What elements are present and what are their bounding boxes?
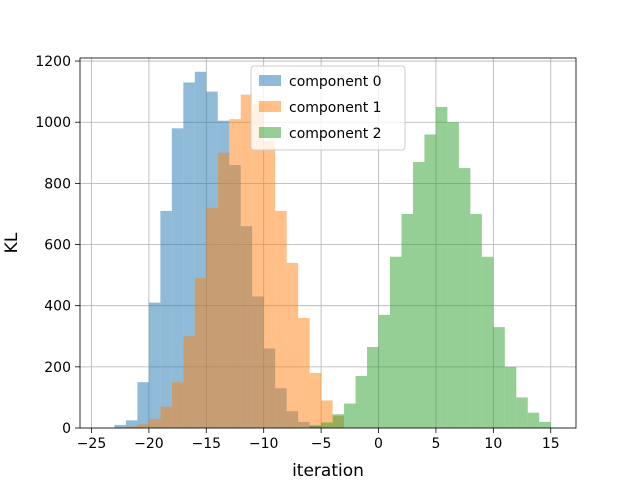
- histogram-bar: [309, 372, 322, 428]
- histogram-bar: [504, 366, 517, 428]
- histogram-bar: [286, 262, 299, 428]
- y-tick-label: 1000: [35, 115, 71, 131]
- histogram-bar: [458, 168, 471, 428]
- histogram-bar: [229, 119, 241, 428]
- histogram-bar: [194, 71, 207, 429]
- histogram-bar: [263, 140, 276, 428]
- histogram-bar: [171, 128, 184, 429]
- histogram-bar: [217, 152, 230, 428]
- x-tick-label: −20: [134, 436, 164, 452]
- histogram-bar: [137, 424, 149, 428]
- histogram-bar: [493, 327, 505, 428]
- legend-box: [250, 65, 406, 151]
- y-tick-label: 800: [44, 176, 71, 192]
- y-tick-label: 400: [44, 299, 71, 315]
- x-tick-label: −10: [249, 436, 279, 452]
- histogram-bar: [206, 207, 218, 428]
- histogram-bar: [378, 314, 390, 428]
- histogram-bar: [516, 397, 528, 428]
- histogram-bars: [114, 71, 551, 429]
- histogram-bar: [160, 406, 172, 428]
- histogram-bar: [240, 94, 253, 428]
- plot-frame: [79, 57, 577, 429]
- histogram-bar: [275, 210, 287, 428]
- histogram-bar: [447, 122, 459, 428]
- axis-ticks: −25 −20 −15 −10 −5 0 5 10 15 0 200 400 600 800 1000 120…: [35, 54, 559, 452]
- y-tick-label: 200: [44, 360, 71, 376]
- histogram-bar: [401, 213, 413, 428]
- y-axis-title: KL: [2, 232, 22, 253]
- histogram-bar: [412, 161, 425, 428]
- histogram-bar: [367, 346, 379, 428]
- legend-swatch: [259, 101, 281, 112]
- histogram-bar: [183, 82, 195, 429]
- histogram-bar: [527, 412, 540, 428]
- y-tick-label: 600: [44, 238, 71, 254]
- histogram-bar: [114, 424, 126, 428]
- histogram-bar: [309, 425, 322, 428]
- legend-label: component 0: [289, 74, 382, 90]
- histogram-bar: [160, 210, 172, 428]
- histogram-bar: [435, 106, 448, 428]
- histogram-bar: [344, 403, 356, 428]
- histogram-bar: [252, 103, 264, 428]
- legend-swatch: [259, 127, 281, 138]
- x-axis-title: iteration: [292, 461, 364, 480]
- x-tick-label: −25: [77, 436, 107, 452]
- axes-frame: [79, 57, 577, 429]
- histogram-bar: [321, 422, 333, 428]
- x-tick-label: 15: [542, 436, 560, 452]
- histogram-bar: [355, 376, 368, 428]
- series-1-bars: [125, 94, 345, 428]
- legend-label: component 1: [289, 100, 382, 116]
- histogram-bar: [390, 256, 402, 428]
- histogram-bar: [481, 256, 494, 428]
- histogram-bar: [298, 317, 310, 428]
- histogram-bar: [332, 414, 345, 428]
- histogram-bar: [539, 421, 551, 428]
- histogram-bar: [194, 278, 207, 428]
- histogram-bar: [171, 382, 184, 428]
- series-2-bars: [309, 106, 551, 428]
- histogram-bar: [148, 418, 161, 428]
- histogram-bar: [321, 400, 333, 428]
- histogram-bar: [470, 213, 482, 428]
- y-tick-label: 0: [62, 421, 71, 437]
- x-tick-label: 5: [431, 436, 440, 452]
- x-tick-label: 0: [374, 436, 383, 452]
- legend-label: component 2: [289, 126, 382, 142]
- legend: component 0 component 1 component 2: [250, 65, 406, 151]
- histogram-bar: [424, 134, 436, 428]
- histogram-bar: [125, 420, 138, 428]
- histogram-bar: [125, 426, 138, 428]
- histogram-bar: [183, 336, 195, 428]
- legend-swatch: [259, 75, 281, 86]
- y-tick-label: 1200: [35, 54, 71, 70]
- x-tick-label: −5: [311, 436, 332, 452]
- histogram-bar: [148, 302, 161, 428]
- x-tick-label: −15: [192, 436, 222, 452]
- histogram-bar: [137, 382, 149, 428]
- x-tick-label: 10: [484, 436, 502, 452]
